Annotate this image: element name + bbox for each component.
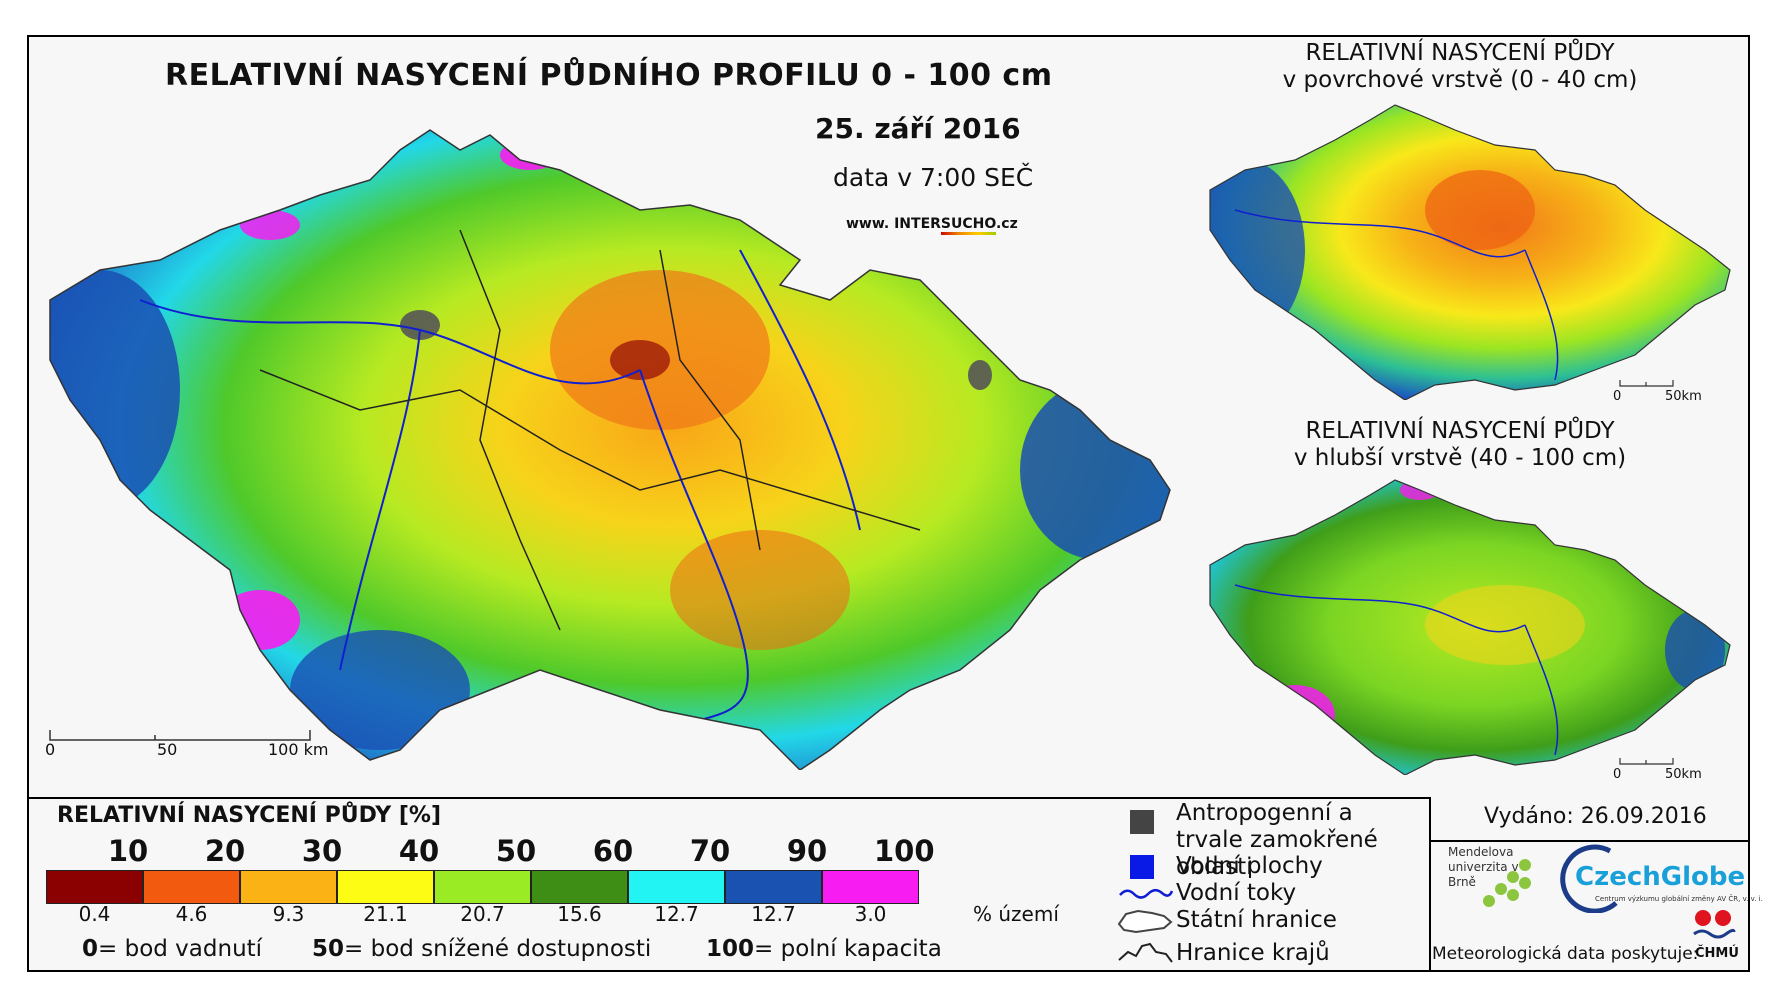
legend-divider xyxy=(1429,797,1431,970)
legend-title: RELATIVNÍ NASYCENÍ PŮDY [%] xyxy=(57,803,442,828)
mendel-logo-text: Mendelova univerzita v Brně xyxy=(1448,845,1519,889)
legend-break: 90 xyxy=(786,834,828,868)
legend-swatch xyxy=(628,870,725,904)
legend-break: 40 xyxy=(398,834,440,868)
legend-break: 20 xyxy=(204,834,246,868)
meteo-data-credit: Meteorologická data poskytuje: xyxy=(1432,944,1699,964)
legend-swatch xyxy=(46,870,143,904)
legend-region-border: Hranice krajů xyxy=(1176,940,1330,966)
blue-square-icon xyxy=(1130,855,1154,879)
legend-break: 100 xyxy=(874,834,935,868)
chmu-logo-text: ČHMÚ xyxy=(1695,946,1739,961)
definition-0: 0= bod vadnutí xyxy=(82,936,263,962)
inset-top-scale-50: 50km xyxy=(1665,389,1702,404)
legend-swatch xyxy=(337,870,434,904)
legend-break: 30 xyxy=(301,834,343,868)
legend-percent: 9.3 xyxy=(272,902,305,926)
main-scale-bar xyxy=(49,730,311,741)
legend-percent: 21.1 xyxy=(363,902,408,926)
data-time: data v 7:00 SEČ xyxy=(833,163,1034,192)
legend-rivers: Vodní toky xyxy=(1176,880,1297,906)
legend-break: 70 xyxy=(689,834,731,868)
map-date: 25. září 2016 xyxy=(815,112,1021,145)
inset-bottom-scale-bar xyxy=(1619,758,1674,765)
grey-square-icon xyxy=(1130,810,1154,834)
legend-panel xyxy=(29,797,1431,972)
legend-percent: 4.6 xyxy=(175,902,208,926)
main-map xyxy=(49,129,1171,770)
region-border-icon xyxy=(1118,942,1173,963)
legend-swatch xyxy=(143,870,240,904)
legend-swatch xyxy=(822,870,919,904)
legend-percent: 20.7 xyxy=(460,902,505,926)
river-line-icon xyxy=(1119,889,1174,899)
main-scale-50: 50 xyxy=(157,740,178,759)
legend-swatch xyxy=(240,870,337,904)
main-scale-100: 100 km xyxy=(268,740,329,759)
percent-unit: % území xyxy=(973,902,1059,926)
mendel-dots-logo xyxy=(1483,859,1531,907)
map-title: RELATIVNÍ NASYCENÍ PŮDNÍHO PROFILU 0 - 1… xyxy=(165,58,1053,93)
czechglobe-subtitle: Centrum výzkumu globální změny AV ČR, v.… xyxy=(1595,895,1763,903)
czechglobe-logo: CzechGlobe xyxy=(1575,862,1746,892)
main-scale-0: 0 xyxy=(45,740,56,759)
legend-state-border: Státní hranice xyxy=(1176,907,1337,933)
inset-top-scale-bar xyxy=(1619,380,1674,387)
czechglobe-arc-logo xyxy=(1560,844,1618,913)
issued-date: Vydáno: 26.09.2016 xyxy=(1484,804,1707,829)
inset-bottom-map xyxy=(1209,479,1731,775)
legend-break: 50 xyxy=(495,834,537,868)
legend-swatch xyxy=(725,870,822,904)
inset-bottom-scale-50: 50km xyxy=(1665,767,1702,782)
legend-swatch xyxy=(531,870,628,904)
inset-bottom-title: RELATIVNÍ NASYCENÍ PŮDY v hlubší vrstvě … xyxy=(1293,418,1627,471)
definition-100: 100= polní kapacita xyxy=(706,936,942,962)
inset-top-scale-0: 0 xyxy=(1613,389,1622,404)
inset-bottom-scale-0: 0 xyxy=(1613,767,1622,782)
legend-break: 10 xyxy=(107,834,149,868)
legend-percent: 12.7 xyxy=(751,902,796,926)
legend-swatch xyxy=(434,870,531,904)
issued-divider xyxy=(1431,840,1748,842)
legend-percent: 3.0 xyxy=(854,902,887,926)
website-link[interactable]: www. INTERSUCHO.cz xyxy=(846,216,1018,235)
legend-percent: 15.6 xyxy=(557,902,602,926)
legend-water-bodies: Vodní plochy xyxy=(1176,853,1323,879)
legend-anthropogenic: Antropogenní a trvale zamokřené oblasti xyxy=(1176,800,1378,880)
legend-percent: 0.4 xyxy=(78,902,111,926)
legend-break: 60 xyxy=(592,834,634,868)
definition-50: 50= bod snížené dostupnosti xyxy=(312,936,652,962)
inset-top-title: RELATIVNÍ NASYCENÍ PŮDY v povrchové vrst… xyxy=(1282,40,1638,93)
legend-percent: 12.7 xyxy=(654,902,699,926)
state-border-icon xyxy=(1117,909,1173,934)
inset-top-map xyxy=(1209,104,1731,400)
chmu-logo xyxy=(1693,910,1736,939)
